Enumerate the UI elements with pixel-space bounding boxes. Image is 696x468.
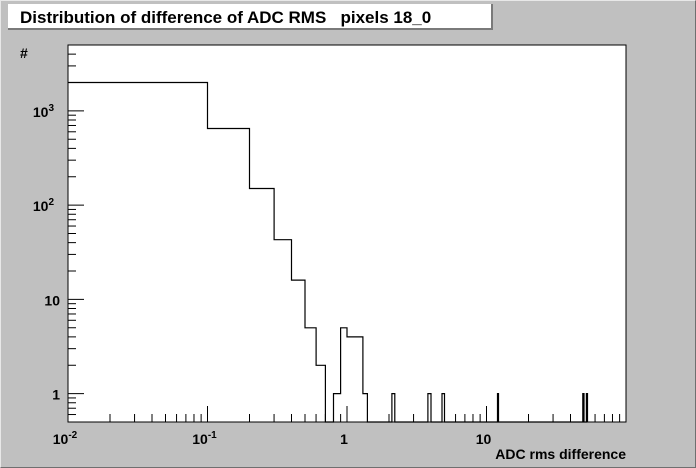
tick-labels: 10-2 10-1 1 10 1 10 102 103 <box>33 103 492 447</box>
x-tick-label: 10-2 <box>53 430 78 447</box>
y-tick-label: 1 <box>52 387 60 403</box>
chart-title: Distribution of difference of ADC RMS pi… <box>20 8 432 27</box>
y-tick-label: 10 <box>44 292 60 308</box>
x-tick-label: 1 <box>340 431 348 447</box>
x-axis-title: ADC rms difference <box>495 446 626 462</box>
y-tick-label: 102 <box>33 197 55 214</box>
plot-frame <box>67 44 627 423</box>
histogram-outline <box>68 81 589 423</box>
x-tick-label: 10 <box>476 431 492 447</box>
x-tick-label: 10-1 <box>192 430 217 447</box>
title-box: Distribution of difference of ADC RMS pi… <box>8 4 493 30</box>
y-axis-title: # <box>20 45 28 61</box>
y-tick-label: 103 <box>33 103 55 120</box>
